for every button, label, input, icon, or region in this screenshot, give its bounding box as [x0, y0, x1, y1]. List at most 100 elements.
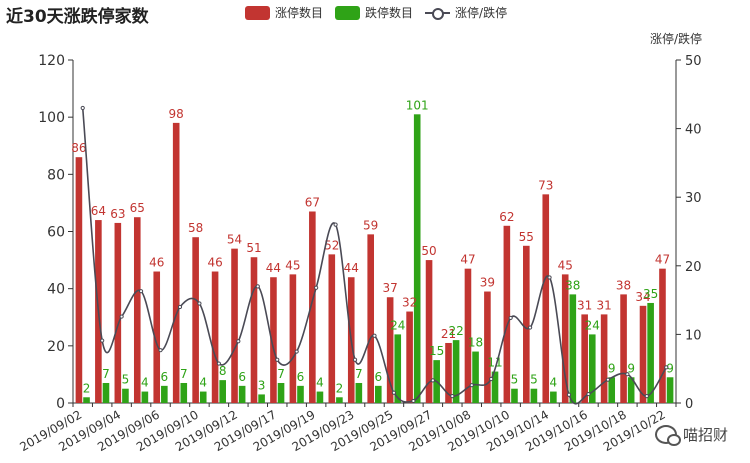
bar-limit-down	[161, 385, 168, 403]
point-ratio	[411, 398, 416, 404]
y2-tick-label: 20	[685, 260, 702, 275]
bar-limit-up	[133, 217, 141, 403]
y-tick-label: 60	[47, 225, 65, 241]
data-label-limit-down: 4	[550, 376, 558, 390]
legend: 涨停数目 跌停数目 涨停/跌停	[245, 4, 519, 21]
bar-limit-up	[309, 211, 316, 403]
bar-limit-down	[588, 334, 596, 403]
data-label-limit-up: 52	[324, 238, 339, 252]
data-label-limit-up: 47	[460, 253, 475, 267]
data-label-limit-down: 6	[297, 370, 305, 384]
data-label-limit-up: 62	[499, 210, 514, 224]
data-label-limit-up: 64	[91, 204, 106, 218]
data-label-limit-up: 47	[655, 253, 670, 267]
bar-limit-up	[542, 194, 550, 403]
bar-limit-down	[375, 385, 382, 403]
data-label-limit-down: 3	[258, 378, 266, 392]
data-label-limit-down: 5	[122, 373, 130, 387]
y2-tick-label: 0	[685, 397, 693, 412]
chart-title: 近30天涨跌停家数	[6, 7, 149, 27]
bar-limit-up	[445, 342, 452, 403]
point-ratio	[119, 314, 124, 319]
data-label-limit-down: 4	[141, 376, 149, 390]
bar-limit-up	[114, 222, 122, 403]
point-ratio	[430, 378, 435, 383]
bar-limit-up	[289, 274, 297, 403]
data-label-limit-down: 4	[199, 376, 207, 390]
data-label-limit-down: 6	[238, 370, 246, 384]
data-label-limit-up: 37	[383, 281, 398, 295]
data-label-limit-up: 32	[402, 296, 417, 310]
data-label-limit-up: 46	[207, 256, 222, 270]
legend-item-limit-up[interactable]: 涨停数目	[245, 4, 323, 21]
point-ratio	[294, 349, 299, 354]
data-label-limit-up: 55	[519, 230, 534, 244]
data-label-limit-down: 2	[83, 381, 91, 395]
bar-limit-down	[472, 351, 479, 403]
point-ratio	[372, 333, 377, 338]
bar-limit-down	[452, 340, 460, 403]
data-label-limit-down: 9	[608, 361, 616, 375]
series-line-ratio	[81, 107, 667, 405]
bar-limit-up	[600, 314, 608, 403]
bar-limit-down	[608, 377, 616, 403]
bar-limit-up	[581, 314, 588, 403]
bar-limit-down	[413, 114, 421, 403]
point-ratio	[469, 383, 474, 388]
data-label-limit-down: 7	[355, 367, 363, 381]
bar-limit-down	[238, 385, 246, 403]
legend-item-ratio[interactable]: 涨停/跌停	[425, 4, 507, 21]
y2-tick-label: 30	[685, 191, 702, 206]
point-ratio	[333, 222, 338, 227]
point-ratio	[100, 338, 105, 343]
data-label-limit-down: 9	[627, 361, 635, 375]
legend-label-limit-up: 涨停数目	[275, 6, 324, 20]
point-ratio	[664, 365, 669, 370]
bar-limit-up	[406, 311, 413, 403]
point-ratio	[547, 275, 552, 280]
data-label-limit-up: 45	[285, 258, 300, 272]
data-label-limit-down: 7	[102, 367, 110, 381]
data-label-limit-down: 9	[666, 361, 674, 375]
point-ratio	[605, 377, 611, 382]
bar-limit-up	[75, 157, 83, 403]
point-ratio	[566, 392, 572, 397]
bar-limit-up	[464, 268, 472, 403]
data-label-limit-down: 6	[161, 370, 169, 384]
point-ratio	[528, 325, 533, 330]
point-ratio	[352, 357, 358, 362]
data-label-limit-up: 45	[558, 258, 573, 272]
bar-limit-down	[316, 391, 324, 403]
bar-limit-down	[511, 388, 518, 403]
data-label-limit-up: 65	[130, 201, 145, 215]
data-label-limit-up: 50	[421, 244, 436, 258]
legend-label-ratio: 涨停/跌停	[455, 6, 508, 20]
data-label-limit-up: 63	[110, 207, 125, 221]
bar-limit-up	[659, 268, 666, 403]
bar-limit-up	[328, 254, 336, 403]
bar-limit-down	[394, 334, 402, 403]
y-tick-label: 0	[56, 396, 65, 412]
data-label-limit-up: 31	[577, 298, 592, 312]
data-label-limit-up: 34	[635, 290, 650, 304]
legend-item-limit-down[interactable]: 跌停数目	[335, 4, 413, 21]
data-label-limit-up: 39	[480, 276, 495, 290]
data-label-limit-down: 24	[585, 318, 600, 332]
point-ratio	[80, 105, 85, 111]
bar-limit-down	[199, 391, 207, 403]
point-ratio	[508, 315, 513, 321]
y-tick-label: 80	[47, 167, 65, 183]
bar-limit-down	[666, 377, 674, 403]
bar-limit-up	[211, 271, 219, 403]
point-ratio	[391, 390, 397, 395]
point-ratio	[138, 289, 144, 294]
data-label-limit-down: 6	[374, 370, 382, 384]
data-label-limit-down: 5	[530, 373, 538, 387]
data-label-limit-down: 4	[316, 376, 324, 390]
data-label-limit-down: 15	[429, 344, 444, 358]
data-label-limit-up: 44	[344, 261, 359, 275]
data-label-limit-up: 46	[149, 256, 164, 270]
bar-limit-up	[367, 234, 374, 403]
data-label-limit-down: 24	[390, 318, 405, 332]
legend-swatch-limit-down	[335, 5, 361, 20]
